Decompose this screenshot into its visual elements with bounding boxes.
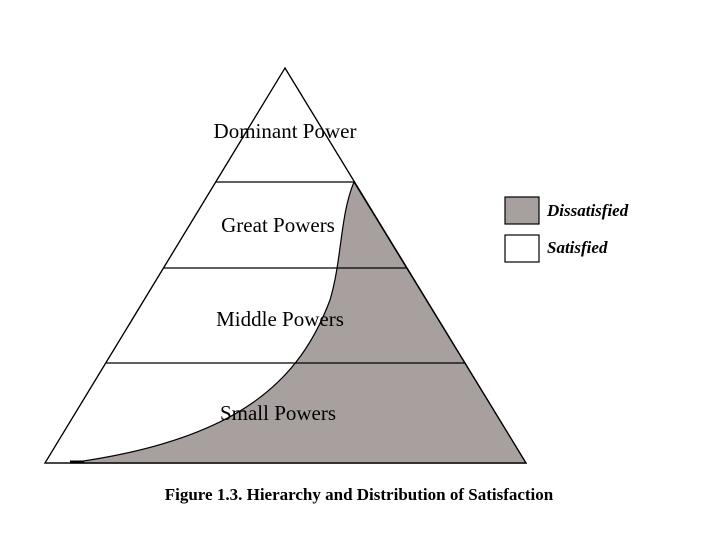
tier-label-great-powers: Great Powers <box>221 213 335 237</box>
tier-label-small-powers: Small Powers <box>220 401 336 425</box>
legend-label-dissatisfied: Dissatisfied <box>546 201 629 220</box>
tier-label-dominant-power: Dominant Power <box>214 119 357 143</box>
legend: Dissatisfied Satisfied <box>504 196 629 263</box>
figure-caption: Figure 1.3. Hierarchy and Distribution o… <box>164 485 554 504</box>
legend-swatch-dissatisfied <box>504 196 540 225</box>
legend-swatch-satisfied <box>504 234 540 263</box>
pyramid-edge <box>43 66 528 464</box>
legend-label-satisfied: Satisfied <box>547 238 608 257</box>
dissatisfied-region <box>69 180 528 464</box>
tier-label-middle-powers: Middle Powers <box>216 307 344 331</box>
